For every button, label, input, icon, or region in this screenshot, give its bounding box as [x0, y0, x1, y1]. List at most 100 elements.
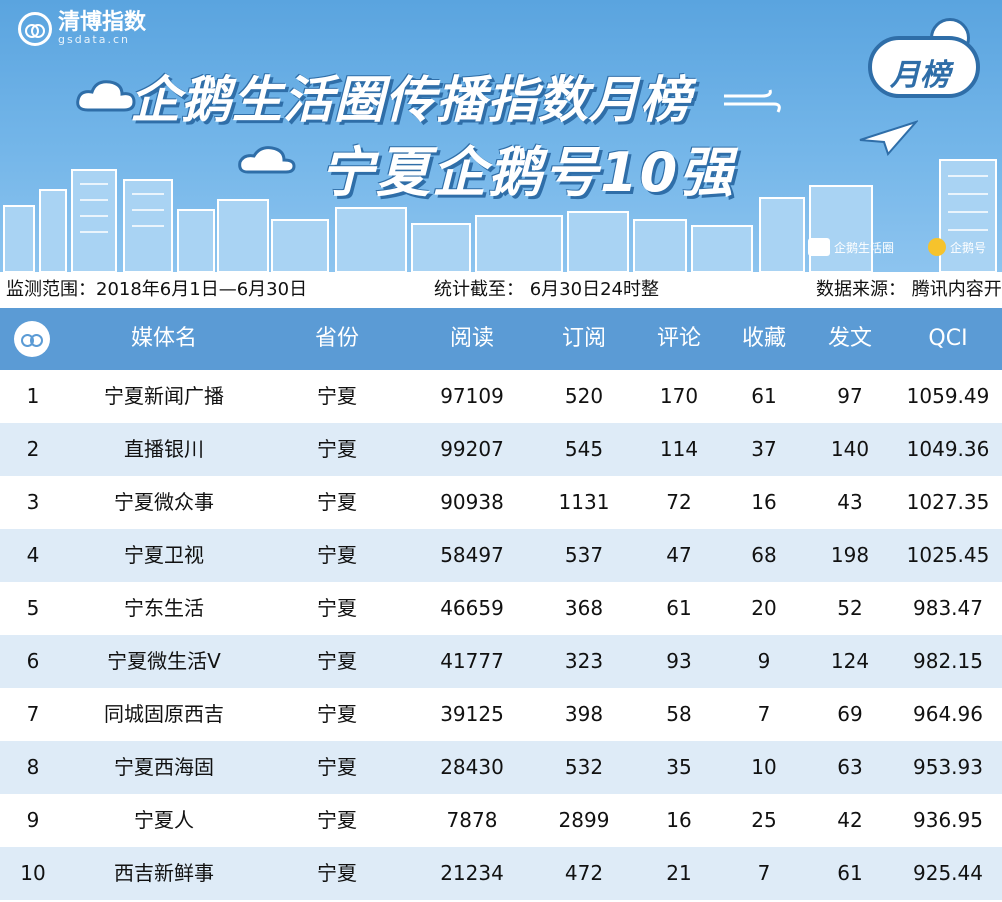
qci-cell: 1027.35: [906, 490, 990, 514]
table-body: 1 宁夏新闻广播 宁夏 97109 520 170 61 97 1059.49 …: [0, 370, 1002, 900]
rank-cell: 7: [26, 702, 40, 726]
subscriptions-cell: 2899: [558, 808, 610, 832]
rank-cell: 10: [20, 861, 46, 885]
favorites-cell: 20: [751, 596, 777, 620]
qci-cell: 1059.49: [906, 384, 990, 408]
comments-cell: 21: [666, 861, 692, 885]
comments-cell: 72: [666, 490, 692, 514]
header-qci: QCI: [928, 326, 968, 351]
province-cell: 宁夏: [317, 384, 357, 408]
monthly-badge: 月榜: [868, 18, 986, 100]
province-cell: 宁夏: [317, 490, 357, 514]
subscriptions-cell: 323: [564, 649, 604, 673]
header-media-name: 媒体名: [130, 326, 197, 351]
posts-cell: 198: [830, 543, 870, 567]
posts-cell: 61: [837, 861, 863, 885]
banner: 清博指数 gsdata.cn: [0, 0, 1002, 272]
brand-penguin-account-label: 企鹅号: [950, 240, 987, 255]
comments-cell: 114: [659, 437, 699, 461]
media-name-cell: 宁夏微众事: [114, 490, 214, 514]
province-cell: 宁夏: [317, 808, 357, 832]
province-cell: 宁夏: [317, 543, 357, 567]
posts-cell: 124: [830, 649, 870, 673]
table-row: 10 西吉新鲜事 宁夏 21234 472 21 7 61 925.44: [0, 847, 1002, 900]
rank-cell: 5: [26, 596, 40, 620]
stat-cutoff: 统计截至： 6月30日24时整: [434, 279, 659, 300]
media-name-cell: 直播银川: [124, 437, 204, 461]
province-cell: 宁夏: [317, 755, 357, 779]
media-name-cell: 同城固原西吉: [104, 702, 224, 726]
header-province: 省份: [314, 326, 359, 351]
banner-title: 企鹅生活圈传播指数月榜: [130, 71, 691, 129]
favorites-cell: 7: [757, 861, 771, 885]
reads-cell: 41777: [440, 649, 504, 673]
city-skyline-illustration: [3, 159, 997, 272]
table-row: 3 宁夏微众事 宁夏 90938 1131 72 16 43 1027.35: [0, 476, 1002, 529]
header-comments: 评论: [656, 326, 701, 351]
favorites-cell: 61: [751, 384, 777, 408]
subscriptions-cell: 368: [564, 596, 604, 620]
qci-cell: 1049.36: [906, 437, 990, 461]
province-cell: 宁夏: [317, 861, 357, 885]
qci-cell: 953.93: [913, 755, 983, 779]
gsdata-header-icon: [14, 321, 50, 357]
reads-cell: 28430: [440, 755, 504, 779]
favorites-cell: 16: [751, 490, 777, 514]
qci-cell: 1025.45: [906, 543, 990, 567]
favorites-cell: 37: [751, 437, 777, 461]
posts-cell: 69: [837, 702, 863, 726]
banner-subtitle: 宁夏企鹅号10强: [320, 141, 736, 204]
posts-cell: 42: [837, 808, 863, 832]
logo-subtext: gsdata.cn: [58, 33, 131, 46]
qci-cell: 982.15: [913, 649, 983, 673]
media-name-cell: 宁夏微生活V: [107, 649, 221, 673]
table-row: 1 宁夏新闻广播 宁夏 97109 520 170 61 97 1059.49: [0, 370, 1002, 423]
brand-penguin-life: 企鹅生活圈: [808, 236, 894, 258]
subscriptions-cell: 520: [564, 384, 604, 408]
province-cell: 宁夏: [317, 437, 357, 461]
comments-cell: 47: [666, 543, 692, 567]
subscriptions-cell: 472: [564, 861, 604, 885]
reads-cell: 99207: [440, 437, 504, 461]
comments-cell: 35: [666, 755, 692, 779]
comments-cell: 93: [666, 649, 692, 673]
cloud-icon: [76, 80, 136, 112]
media-name-cell: 宁夏人: [134, 808, 194, 832]
comments-cell: 61: [666, 596, 692, 620]
rank-cell: 3: [26, 490, 40, 514]
comments-cell: 16: [666, 808, 692, 832]
header-posts: 发文: [827, 326, 872, 351]
reads-cell: 39125: [440, 702, 504, 726]
subscriptions-cell: 1131: [558, 490, 610, 514]
province-cell: 宁夏: [317, 649, 357, 673]
media-name-cell: 宁夏西海固: [114, 755, 214, 779]
favorites-cell: 10: [751, 755, 777, 779]
subscriptions-cell: 532: [564, 755, 604, 779]
table-row: 7 同城固原西吉 宁夏 39125 398 58 7 69 964.96: [0, 688, 1002, 741]
cloud-icon: [238, 146, 296, 174]
badge-text: 月榜: [890, 58, 950, 93]
table-row: 6 宁夏微生活V 宁夏 41777 323 93 9 124 982.15: [0, 635, 1002, 688]
penguin-account-logo-icon: [928, 238, 946, 256]
reads-cell: 58497: [440, 543, 504, 567]
subscriptions-cell: 545: [564, 437, 604, 461]
subscriptions-cell: 537: [564, 543, 604, 567]
reads-cell: 97109: [440, 384, 504, 408]
posts-cell: 63: [837, 755, 863, 779]
rank-cell: 9: [26, 808, 40, 832]
favorites-cell: 9: [757, 649, 771, 673]
province-cell: 宁夏: [317, 702, 357, 726]
rank-cell: 4: [26, 543, 40, 567]
info-bar: 监测范围：2018年6月1日—6月30日 统计截至： 6月30日24时整 数据来…: [0, 272, 1002, 308]
qci-cell: 936.95: [913, 808, 983, 832]
brand-penguin-account: 企鹅号: [928, 236, 986, 258]
badge-cloud: [868, 36, 980, 98]
paper-plane-icon: [859, 120, 918, 156]
qci-cell: 964.96: [913, 702, 983, 726]
posts-cell: 52: [837, 596, 863, 620]
header-favorites: 收藏: [741, 326, 786, 351]
posts-cell: 97: [837, 384, 863, 408]
rank-cell: 1: [26, 384, 40, 408]
favorites-cell: 68: [751, 543, 777, 567]
reads-cell: 46659: [440, 596, 504, 620]
